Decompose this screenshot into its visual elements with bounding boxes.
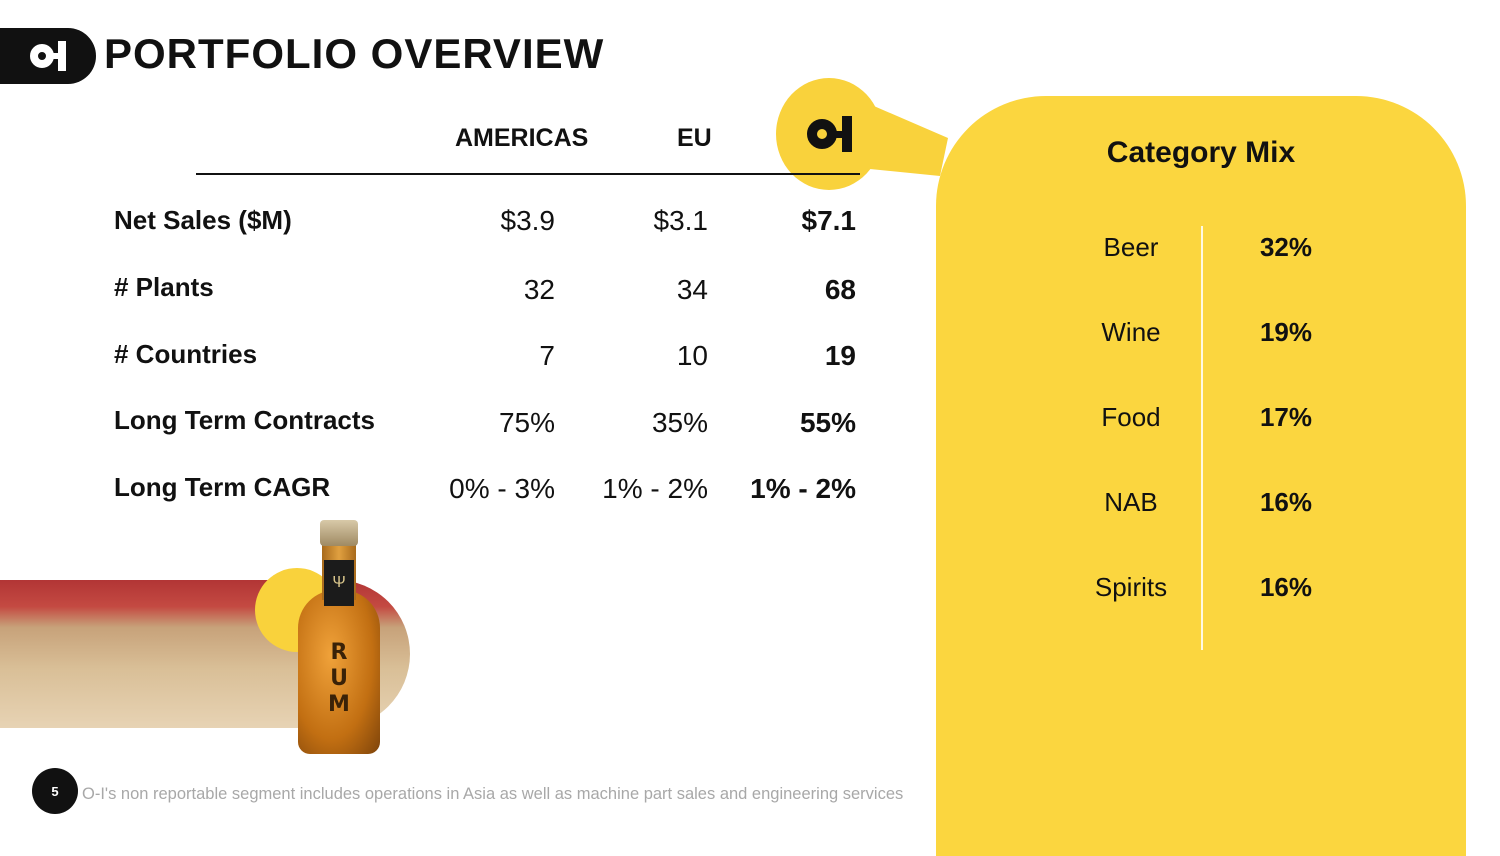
category-divider	[1201, 226, 1203, 650]
cell-eu: 34	[676, 274, 708, 305]
category-value: 17%	[1259, 402, 1313, 432]
cell-total: 55%	[799, 407, 856, 438]
cell-total: 19	[824, 340, 856, 371]
category-value: 19%	[1259, 317, 1313, 347]
page-title: PORTFOLIO OVERVIEW	[104, 30, 605, 77]
cell-americas: 75%	[498, 407, 555, 438]
category-mix-panel: Category Mix Beer 32% Wine 19% Food 17% …	[936, 96, 1466, 856]
oi-logo-icon	[30, 41, 66, 71]
bottle-cap	[320, 520, 358, 546]
row-label: # Plants	[114, 272, 214, 302]
category-value: 16%	[1259, 487, 1313, 517]
cell-eu: 1% - 2%	[602, 473, 708, 504]
footnote: O-I's non reportable segment includes op…	[82, 785, 904, 803]
cell-total: $7.1	[801, 205, 857, 236]
cell-americas: 7	[539, 340, 555, 371]
row-label: Net Sales ($M)	[114, 205, 292, 235]
column-header-oi-total	[776, 78, 882, 190]
trident-icon: Ψ	[324, 560, 354, 606]
cell-total: 1% - 2%	[750, 473, 856, 504]
category-value: 32%	[1259, 232, 1313, 262]
bottle-body	[298, 590, 380, 754]
cell-eu: $3.1	[653, 205, 709, 236]
header-divider	[196, 173, 860, 175]
row-label: Long Term Contracts	[114, 405, 375, 435]
cell-eu: 35%	[651, 407, 708, 438]
category-name: Food	[1101, 402, 1161, 432]
category-name: NAB	[1104, 487, 1158, 517]
row-label: Long Term CAGR	[114, 472, 331, 502]
category-mix-title: Category Mix	[1106, 136, 1296, 169]
oi-logo-icon	[806, 116, 852, 152]
column-header-americas: AMERICAS	[455, 124, 589, 152]
category-name: Wine	[1101, 317, 1161, 347]
cell-americas: 0% - 3%	[449, 473, 555, 504]
row-label: # Countries	[114, 339, 258, 369]
cell-americas: 32	[523, 274, 555, 305]
page-number: 5	[32, 768, 78, 814]
cell-total: 68	[824, 274, 856, 305]
category-value: 16%	[1259, 572, 1313, 602]
category-name: Beer	[1103, 232, 1159, 262]
category-name: Spirits	[1094, 572, 1168, 602]
cell-americas: $3.9	[500, 205, 556, 236]
brand-logo-tab	[0, 28, 96, 84]
column-header-eu: EU	[677, 124, 712, 152]
cell-eu: 10	[676, 340, 708, 371]
